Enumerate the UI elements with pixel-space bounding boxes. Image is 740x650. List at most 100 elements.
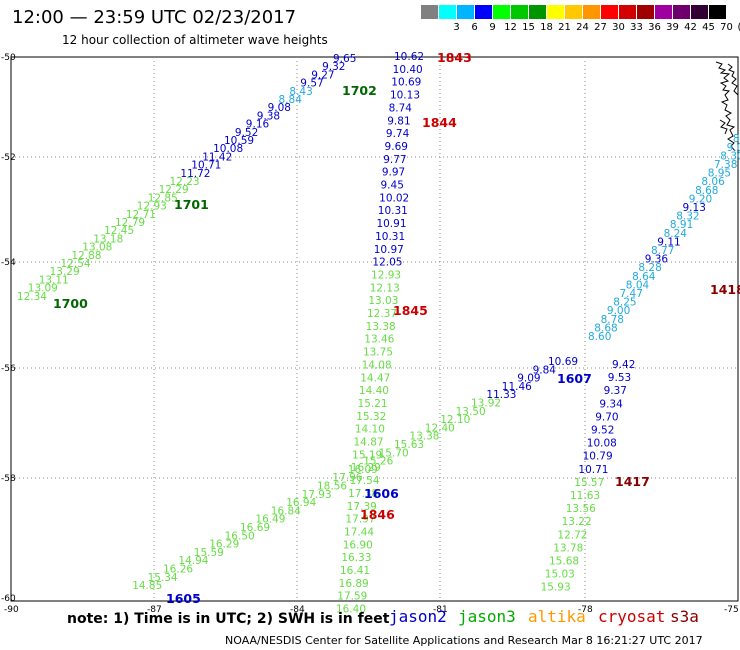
scale-swatch	[691, 5, 708, 19]
scale-label: 27	[594, 22, 607, 33]
wave-height-value: 8.30	[720, 150, 740, 162]
wave-height-value: 9.32	[322, 61, 345, 73]
wave-height-value: 9.20	[689, 193, 712, 205]
wave-height-value: 17.39	[347, 501, 377, 513]
wave-height-value: 11.46	[502, 381, 532, 393]
scale-swatch	[547, 5, 564, 19]
wave-height-value: 9.00	[607, 305, 630, 317]
scale-label: 42	[684, 22, 697, 33]
wave-height-value: 9.70	[595, 411, 618, 423]
scale-swatch	[619, 5, 636, 19]
legend-jason2: jason2	[389, 607, 447, 626]
wave-height-value: 10.62	[394, 51, 424, 63]
wave-height-value: 15.70	[379, 447, 409, 459]
track-values: 10.6210.4010.6910.138.749.819.749.699.77…	[17, 51, 740, 616]
scale-label: 70	[720, 22, 733, 33]
latitude-label: -56	[1, 364, 16, 374]
wave-height-value: 15.19	[352, 449, 382, 461]
track-label: 1846	[360, 507, 395, 522]
scale-label: 9	[489, 22, 496, 33]
wave-height-value: 12.13	[370, 282, 400, 294]
wave-height-value: 8.60	[588, 331, 611, 343]
wave-height-value: 13.92	[471, 398, 501, 410]
wave-height-value: 11.72	[180, 168, 210, 180]
scale-label: 30	[612, 22, 625, 33]
wave-height-value: 14.40	[359, 385, 389, 397]
wave-height-value: 13.08	[82, 242, 112, 254]
wave-height-value: 8.32	[676, 211, 699, 223]
longitude-label: -81	[433, 605, 448, 615]
wave-height-value: 16.94	[286, 497, 316, 509]
scale-swatch	[475, 5, 492, 19]
wave-height-value: 13.18	[93, 233, 123, 245]
wave-height-value: 16.09	[348, 464, 378, 476]
wave-height-value: 10.40	[393, 64, 423, 76]
longitude-label: -87	[147, 605, 162, 615]
wave-height-value: 16.26	[163, 564, 193, 576]
wave-height-value: 10.97	[374, 244, 404, 256]
wave-height-value: 9.16	[246, 119, 270, 131]
wave-height-value: 17.93	[302, 489, 332, 501]
wave-height-value: 8.28	[638, 262, 661, 274]
scale-swatch	[493, 5, 510, 19]
wave-height-value: 8.43	[289, 86, 312, 98]
scale-label: 24	[576, 22, 589, 33]
wave-height-value: 13.03	[368, 295, 398, 307]
legend-cryosat: cryosat	[598, 607, 666, 626]
wave-height-value: 9.69	[385, 141, 408, 153]
track-label: 1845	[393, 303, 428, 318]
latitude-label: -52	[1, 153, 16, 163]
wave-height-value: 9.37	[604, 385, 627, 397]
wave-height-value: 12.40	[425, 422, 455, 434]
wave-height-value: 9.65	[333, 53, 356, 65]
wave-height-value: 9.11	[657, 236, 680, 248]
wave-height-value: 8.84	[279, 94, 303, 106]
wave-height-value: 9.77	[383, 154, 406, 166]
wave-height-value: 10.02	[379, 192, 409, 204]
wave-height-value: 15.21	[358, 398, 388, 410]
wave-height-value: 13.22	[562, 516, 592, 528]
scale-swatch	[529, 5, 546, 19]
wave-height-value: 9.45	[381, 180, 404, 192]
wave-height-value: 16.33	[341, 552, 371, 564]
wave-height-value: 16.84	[271, 505, 301, 517]
scale-swatch	[421, 5, 438, 19]
wave-height-value: 15.34	[148, 572, 178, 584]
longitude-label: -84	[290, 605, 305, 615]
graticule	[11, 57, 738, 601]
map-title: 12:00 — 23:59 UTC 02/23/2017	[12, 7, 297, 28]
wave-height-value: 10.59	[224, 135, 254, 147]
latitude-label: -60	[1, 594, 16, 604]
scale-swatch	[601, 5, 618, 19]
scale-label: 12	[504, 22, 517, 33]
wave-height-value: 9.52	[591, 425, 614, 437]
wave-height-value: 15.26	[363, 456, 393, 468]
wave-height-value: 17.38	[348, 488, 378, 500]
scale-label: 39	[666, 22, 679, 33]
wave-height-value: 9.05	[727, 142, 740, 154]
wave-height-value: 8.24	[664, 228, 688, 240]
wave-height-value: 16.29	[351, 462, 381, 474]
wave-height-value: 9.34	[599, 398, 623, 410]
legend-jason3: jason3	[458, 607, 516, 626]
latitude-label: -54	[1, 258, 16, 268]
scale-label: 15	[522, 22, 535, 33]
wave-height-value: 15.57	[574, 477, 604, 489]
longitude-label: -78	[578, 605, 593, 615]
wave-height-value: 15.93	[541, 582, 571, 594]
footnote: note: 1) Time is in UTC; 2) SWH is in fe…	[67, 611, 390, 627]
track-label: 1417	[615, 474, 650, 489]
wave-height-value: 9.84	[533, 364, 557, 376]
wave-height-value: 8.95	[708, 168, 731, 180]
scale-swatch	[583, 5, 600, 19]
wave-height-value: 14.10	[355, 424, 385, 436]
wave-height-value: 17.97	[345, 514, 375, 526]
wave-height-value: 16.29	[209, 539, 239, 551]
wave-height-value: 10.31	[375, 231, 405, 243]
wave-height-value: 16.89	[339, 578, 369, 590]
track-label: 1702	[342, 83, 377, 98]
wave-height-value: 8.78	[601, 314, 624, 326]
wave-height-value: 16.50	[225, 530, 255, 542]
wave-height-value: 10.79	[583, 451, 613, 463]
map-frame	[10, 56, 739, 602]
